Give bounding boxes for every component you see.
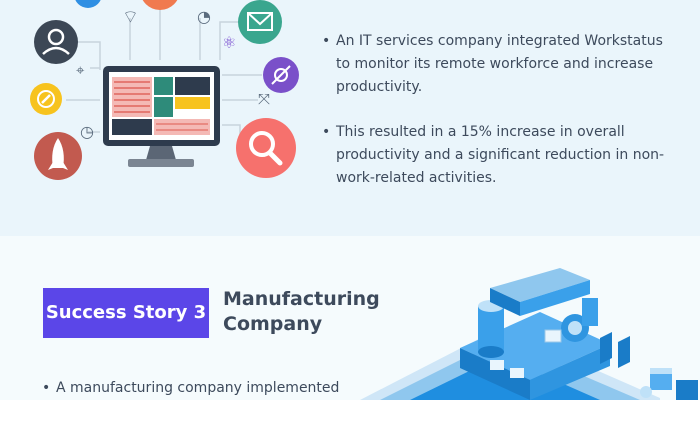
mail-icon (238, 0, 282, 44)
wifi-icon: ⌔ (122, 7, 139, 28)
robot-arm-illustration (360, 268, 698, 400)
map-icon: ⌖ (76, 61, 85, 79)
phone-icon (75, 0, 101, 8)
share-icon: ⤧ (258, 90, 270, 108)
bullet-item: An IT services company integrated Workst… (320, 30, 680, 99)
timer-icon: ◔ (197, 7, 211, 26)
bottom-bullets: A manufacturing company implemented (40, 377, 360, 422)
company-title: Manufacturing Company (223, 288, 380, 335)
top-bullets: An IT services company integrated Workst… (320, 30, 680, 212)
atom-icon: ⚛ (222, 33, 236, 52)
user-icon (34, 20, 78, 64)
success-story-badge: Success Story 3 (43, 288, 209, 338)
search-icon (236, 118, 296, 178)
chart-icon (142, 0, 178, 10)
bullet-item: This resulted in a 15% increase in overa… (320, 121, 680, 190)
monitor-icon (103, 66, 220, 167)
clock-icon: ◷ (80, 122, 94, 141)
it-monitoring-illustration: ⌔ ◔ ⌖ ⚛ ⤧ ◷ (30, 0, 299, 180)
top-section: ⌔ ◔ ⌖ ⚛ ⤧ ◷ (0, 0, 700, 236)
bullet-item: A manufacturing company implemented (40, 377, 360, 400)
